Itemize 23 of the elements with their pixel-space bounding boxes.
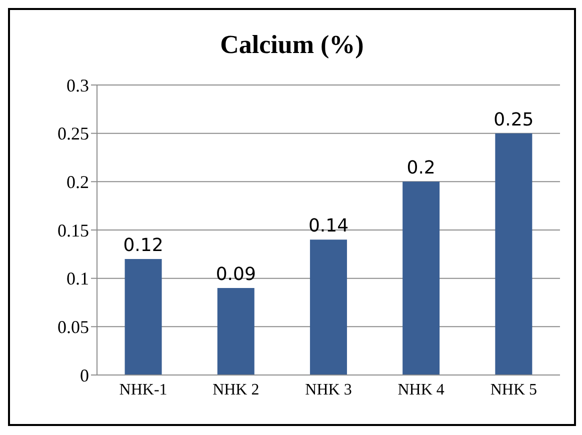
y-tick-label: 0.05 xyxy=(58,317,89,338)
data-label: 0.2 xyxy=(406,158,436,179)
data-label: 0.25 xyxy=(494,109,534,130)
y-tick-label: 0.2 xyxy=(66,172,89,192)
y-tick-label: 0 xyxy=(80,365,89,386)
y-tick-label: 0.1 xyxy=(66,268,89,289)
x-tick-label: NHK-1 xyxy=(119,381,168,398)
x-tick-label: NHK 3 xyxy=(305,381,352,398)
bar xyxy=(495,133,532,375)
bar xyxy=(402,182,440,375)
data-label: 0.09 xyxy=(216,264,256,285)
y-tick-label: 0.15 xyxy=(58,220,89,240)
data-label: 0.12 xyxy=(123,235,164,256)
x-tick-label: NHK 4 xyxy=(398,381,444,398)
y-tick-label: 0.25 xyxy=(58,124,89,144)
x-tick-label: NHK 2 xyxy=(212,381,260,398)
bar xyxy=(124,259,162,375)
bar xyxy=(217,288,254,375)
data-label: 0.14 xyxy=(308,216,349,237)
bar xyxy=(310,240,347,375)
chart-title: Calcium (%) xyxy=(219,30,365,60)
x-tick-label: NHK 5 xyxy=(490,381,538,398)
y-tick-label: 0.3 xyxy=(66,75,89,96)
